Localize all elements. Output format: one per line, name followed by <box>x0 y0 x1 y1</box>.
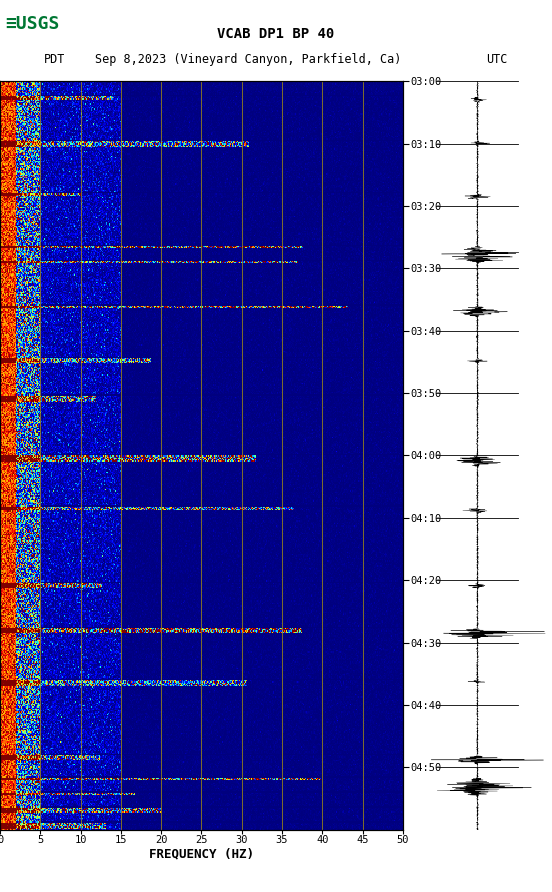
Text: ≡USGS: ≡USGS <box>6 15 60 33</box>
X-axis label: FREQUENCY (HZ): FREQUENCY (HZ) <box>149 848 254 861</box>
Text: PDT: PDT <box>44 53 66 66</box>
Text: VCAB DP1 BP 40: VCAB DP1 BP 40 <box>217 27 335 41</box>
Text: Sep 8,2023 (Vineyard Canyon, Parkfield, Ca): Sep 8,2023 (Vineyard Canyon, Parkfield, … <box>95 53 402 66</box>
Text: UTC: UTC <box>486 53 507 66</box>
